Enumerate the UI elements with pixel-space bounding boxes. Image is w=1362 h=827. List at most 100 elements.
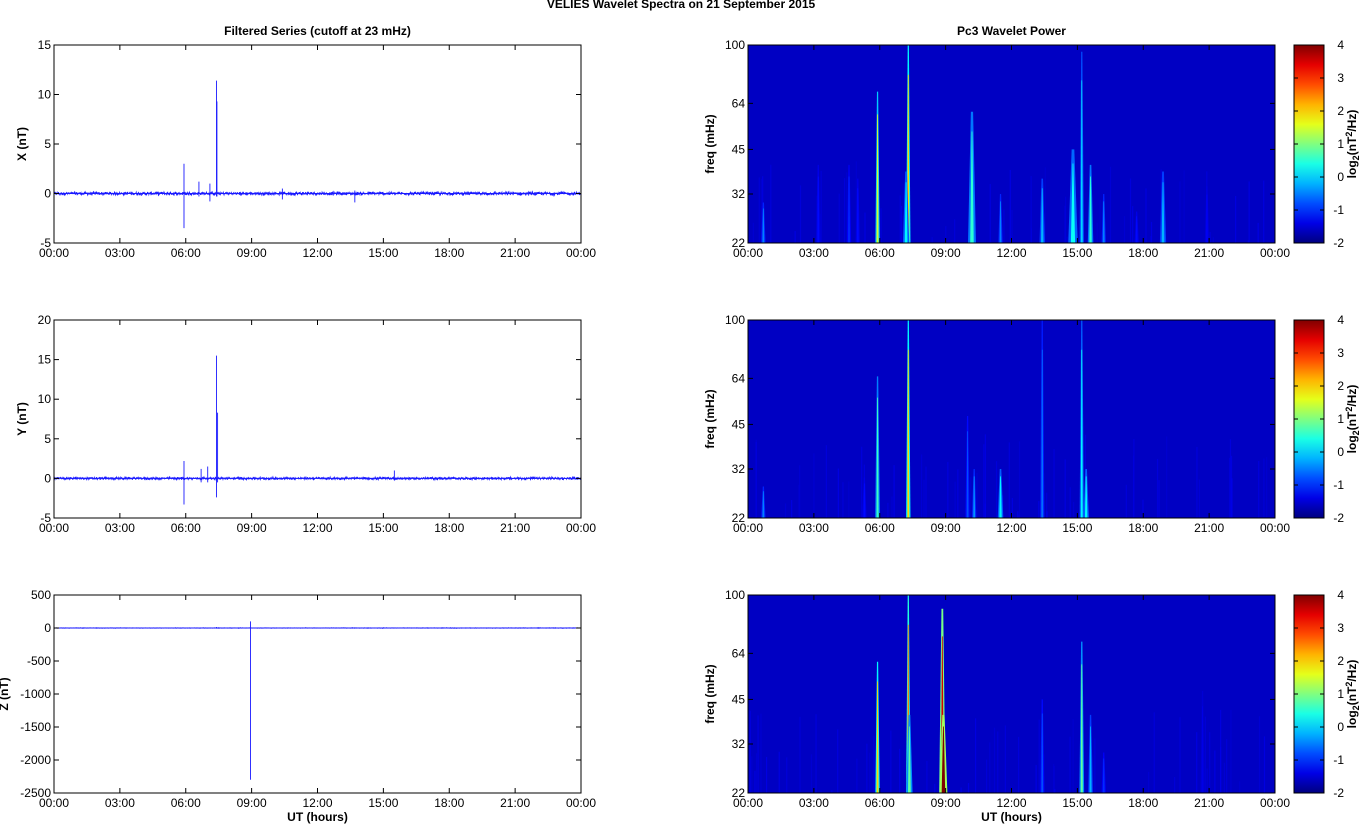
- x-tick-label: 18:00: [1128, 796, 1158, 810]
- heatmap-texture: [921, 454, 923, 518]
- heatmap-content: [749, 595, 1266, 793]
- heatmap-streak-core: [970, 131, 974, 243]
- heatmap-texture: [786, 757, 788, 793]
- heatmap-texture: [1094, 738, 1096, 793]
- x-tick-label: 12:00: [302, 246, 332, 260]
- heatmap-texture: [1053, 449, 1055, 518]
- heatmap-texture: [749, 710, 751, 793]
- colorbar: [1293, 319, 1325, 519]
- y-tick-label: 5: [44, 432, 51, 446]
- x-tick-label: 00:00: [39, 521, 69, 535]
- x-axis-label: UT (hours): [287, 810, 348, 824]
- x-tick-label: 18:00: [1128, 521, 1158, 535]
- heatmap-texture: [752, 222, 754, 243]
- x-tick-label: 12:00: [302, 796, 332, 810]
- heatmap-texture: [1054, 789, 1056, 793]
- x-tick-label: 18:00: [434, 521, 464, 535]
- heatmap-texture: [1072, 719, 1074, 793]
- y-tick-label: 64: [732, 371, 746, 385]
- heatmap-texture: [778, 751, 780, 793]
- heatmap-texture: [1263, 736, 1266, 793]
- x-tick-label: 06:00: [865, 246, 895, 260]
- colorbar-label-part: (nT: [1345, 411, 1359, 430]
- heatmap-texture: [1125, 484, 1127, 518]
- x-tick-label: 06:00: [171, 521, 201, 535]
- heatmap-texture: [1038, 501, 1040, 518]
- heatmap-texture: [1230, 709, 1232, 793]
- y-tick-label: 32: [732, 737, 746, 751]
- heatmap-texture: [1257, 222, 1259, 243]
- colorbar-label-part: /Hz): [1345, 660, 1359, 682]
- heatmap-texture: [1096, 222, 1098, 243]
- colorbar: [1293, 44, 1325, 244]
- heatmap-streak-core: [999, 201, 1002, 243]
- y-tick-label: -5: [40, 236, 51, 250]
- y-tick-label: 20: [38, 313, 52, 327]
- y-tick-label: 500: [31, 588, 51, 602]
- heatmap-texture: [1003, 209, 1005, 243]
- y-tick-label: 15: [38, 38, 52, 52]
- colorbar-label: log2(nT2/Hz): [1344, 385, 1361, 454]
- x-tick-label: 09:00: [237, 246, 267, 260]
- line-panel: -5 0 5 10 15 X (nT) 00:00 03:00 06:00 09:00 12:00 1…: [15, 24, 596, 260]
- heatmap-texture: [925, 466, 927, 518]
- x-tick-label: 12:00: [996, 521, 1026, 535]
- heatmap-texture: [1209, 732, 1211, 793]
- heatmap-texture: [794, 231, 796, 243]
- colorbar-label-part: 2: [1344, 682, 1354, 687]
- y-tick-label: 64: [732, 96, 746, 110]
- heatmap-texture: [838, 193, 840, 243]
- heatmap-texture: [1166, 436, 1168, 518]
- figure-title: VELIES Wavelet Spectra on 21 September 2…: [546, 0, 816, 11]
- heatmap-texture: [1174, 776, 1176, 793]
- x-tick-label: 00:00: [1260, 246, 1290, 260]
- heatmap-texture: [760, 178, 763, 243]
- heatmap-texture: [798, 465, 801, 518]
- heatmap-texture: [1206, 768, 1208, 793]
- y-tick-label: 22: [732, 786, 746, 800]
- heatmap-texture: [1263, 180, 1265, 243]
- heatmap-texture: [1183, 170, 1185, 243]
- colorbar-tick-label: 2: [1337, 654, 1344, 668]
- y-tick-label: 0: [44, 187, 51, 201]
- y-axis-label: Y (nT): [15, 402, 29, 436]
- heatmap-texture: [784, 503, 787, 518]
- heatmap-streak-core: [1041, 349, 1044, 518]
- heatmap-streak-core: [876, 681, 879, 793]
- heatmap-texture: [856, 758, 858, 793]
- x-axis-label: UT (hours): [981, 810, 1042, 824]
- y-tick-label: 5: [44, 137, 51, 151]
- colorbar-tick-label: -1: [1333, 203, 1344, 217]
- colorbar-tick-label: -2: [1333, 236, 1344, 250]
- y-tick-label: -2500: [20, 786, 51, 800]
- y-tick-label: 100: [725, 38, 745, 52]
- colorbar-tick-label: 2: [1337, 379, 1344, 393]
- heatmap-streak-core: [941, 726, 946, 793]
- heatmap-texture: [861, 446, 863, 518]
- heatmap-streak-core: [856, 188, 859, 243]
- heatmap-texture: [815, 714, 817, 793]
- heatmap-background: [748, 45, 1275, 243]
- y-tick-label: 15: [38, 353, 52, 367]
- heatmap-texture: [825, 445, 827, 518]
- heatmap-texture: [934, 783, 936, 793]
- heatmap-streak-core: [1084, 476, 1088, 518]
- x-tick-label: 00:00: [566, 796, 596, 810]
- heatmap-texture: [993, 727, 996, 793]
- heatmap-texture: [997, 731, 999, 793]
- line-panel: -2500 -2000 -1500 -1000 -500 0 500 Z (nT) 00:00 0…: [0, 588, 596, 824]
- x-tick-label: 21:00: [1194, 796, 1224, 810]
- heatmap-texture: [960, 787, 962, 793]
- x-tick-label: 12:00: [996, 796, 1026, 810]
- heatmap-texture: [1044, 167, 1046, 243]
- heatmap-texture: [1009, 169, 1011, 243]
- heatmap-texture: [899, 748, 901, 793]
- x-tick-label: 00:00: [566, 246, 596, 260]
- colorbar-label-part: 2: [1351, 155, 1361, 160]
- colorbar-tick-label: 1: [1337, 412, 1344, 426]
- x-tick-label: 00:00: [1260, 521, 1290, 535]
- colorbar-tick-label: 4: [1337, 313, 1344, 327]
- plot-area: [54, 595, 581, 793]
- colorbar-tick-label: 1: [1337, 137, 1344, 151]
- heatmap-streak-core: [1089, 726, 1092, 793]
